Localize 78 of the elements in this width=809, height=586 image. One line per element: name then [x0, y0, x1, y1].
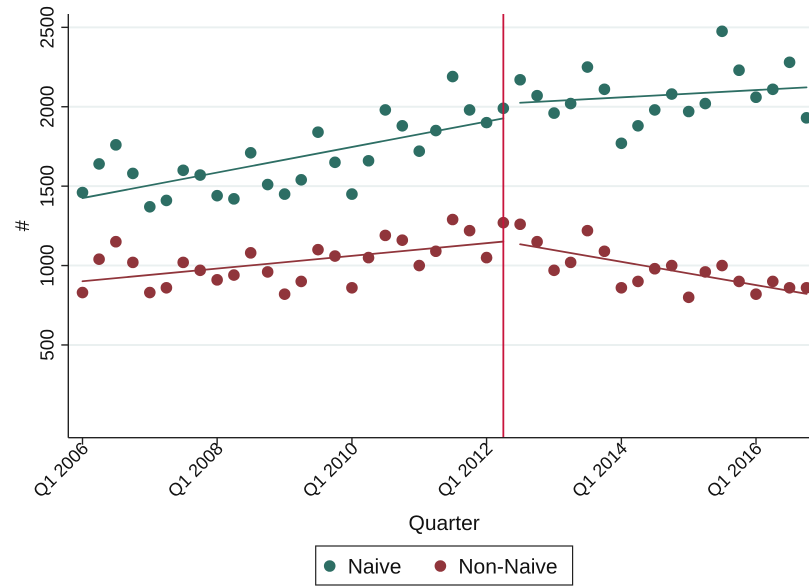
point	[784, 56, 796, 68]
point	[616, 282, 628, 294]
x-axis-title: Quarter	[408, 512, 480, 535]
point	[278, 188, 290, 200]
point	[93, 158, 105, 170]
point	[346, 188, 358, 200]
point	[177, 164, 189, 176]
point	[396, 234, 408, 246]
point	[110, 139, 122, 151]
point	[295, 174, 308, 186]
point	[244, 147, 256, 159]
point	[211, 274, 223, 286]
point	[531, 90, 543, 102]
point	[548, 264, 560, 276]
point	[464, 224, 476, 236]
point	[295, 276, 308, 288]
point	[346, 282, 358, 294]
y-tick-label: 2000	[37, 86, 58, 128]
point	[716, 26, 728, 38]
point	[211, 190, 223, 202]
point	[682, 106, 694, 118]
point	[76, 186, 88, 198]
point	[548, 107, 560, 119]
point	[531, 236, 543, 248]
point	[582, 61, 594, 73]
point	[564, 256, 576, 268]
point	[110, 236, 122, 248]
point	[380, 104, 392, 116]
point	[144, 286, 156, 298]
point	[312, 244, 324, 256]
legend-label: Naive	[348, 556, 402, 578]
point	[446, 70, 458, 82]
point	[648, 104, 661, 116]
point	[262, 178, 274, 190]
y-tick-label: 500	[37, 329, 58, 361]
point	[329, 156, 341, 168]
point	[464, 104, 476, 116]
point	[160, 194, 172, 206]
point	[616, 137, 628, 150]
point	[598, 83, 610, 96]
point	[514, 218, 526, 230]
point	[733, 64, 745, 76]
point	[177, 256, 189, 268]
y-tick-label: 2500	[37, 6, 58, 48]
point	[244, 247, 256, 259]
point	[93, 253, 105, 265]
point	[598, 245, 610, 258]
point	[632, 120, 644, 132]
point	[750, 288, 762, 300]
point	[127, 256, 139, 268]
point	[413, 260, 426, 272]
point	[446, 214, 458, 226]
point	[144, 200, 156, 213]
y-tick-label: 1500	[37, 165, 58, 208]
point	[160, 282, 172, 294]
point	[396, 120, 408, 132]
point	[76, 286, 88, 298]
y-axis-title: #	[12, 219, 34, 232]
point	[127, 168, 139, 180]
point	[766, 276, 779, 288]
point	[362, 154, 374, 167]
point	[278, 288, 290, 300]
point	[699, 98, 712, 110]
point	[582, 224, 594, 236]
point	[228, 269, 240, 281]
point	[228, 193, 240, 205]
point	[312, 126, 324, 138]
point	[682, 292, 694, 304]
point	[514, 74, 526, 86]
point	[750, 91, 762, 104]
point	[716, 260, 728, 272]
point	[380, 230, 392, 242]
point	[413, 145, 426, 158]
y-tick-label: 1000	[37, 244, 58, 287]
point	[262, 266, 274, 278]
point	[632, 276, 644, 288]
point	[480, 252, 492, 264]
legend-label: Non-Naive	[458, 556, 558, 578]
